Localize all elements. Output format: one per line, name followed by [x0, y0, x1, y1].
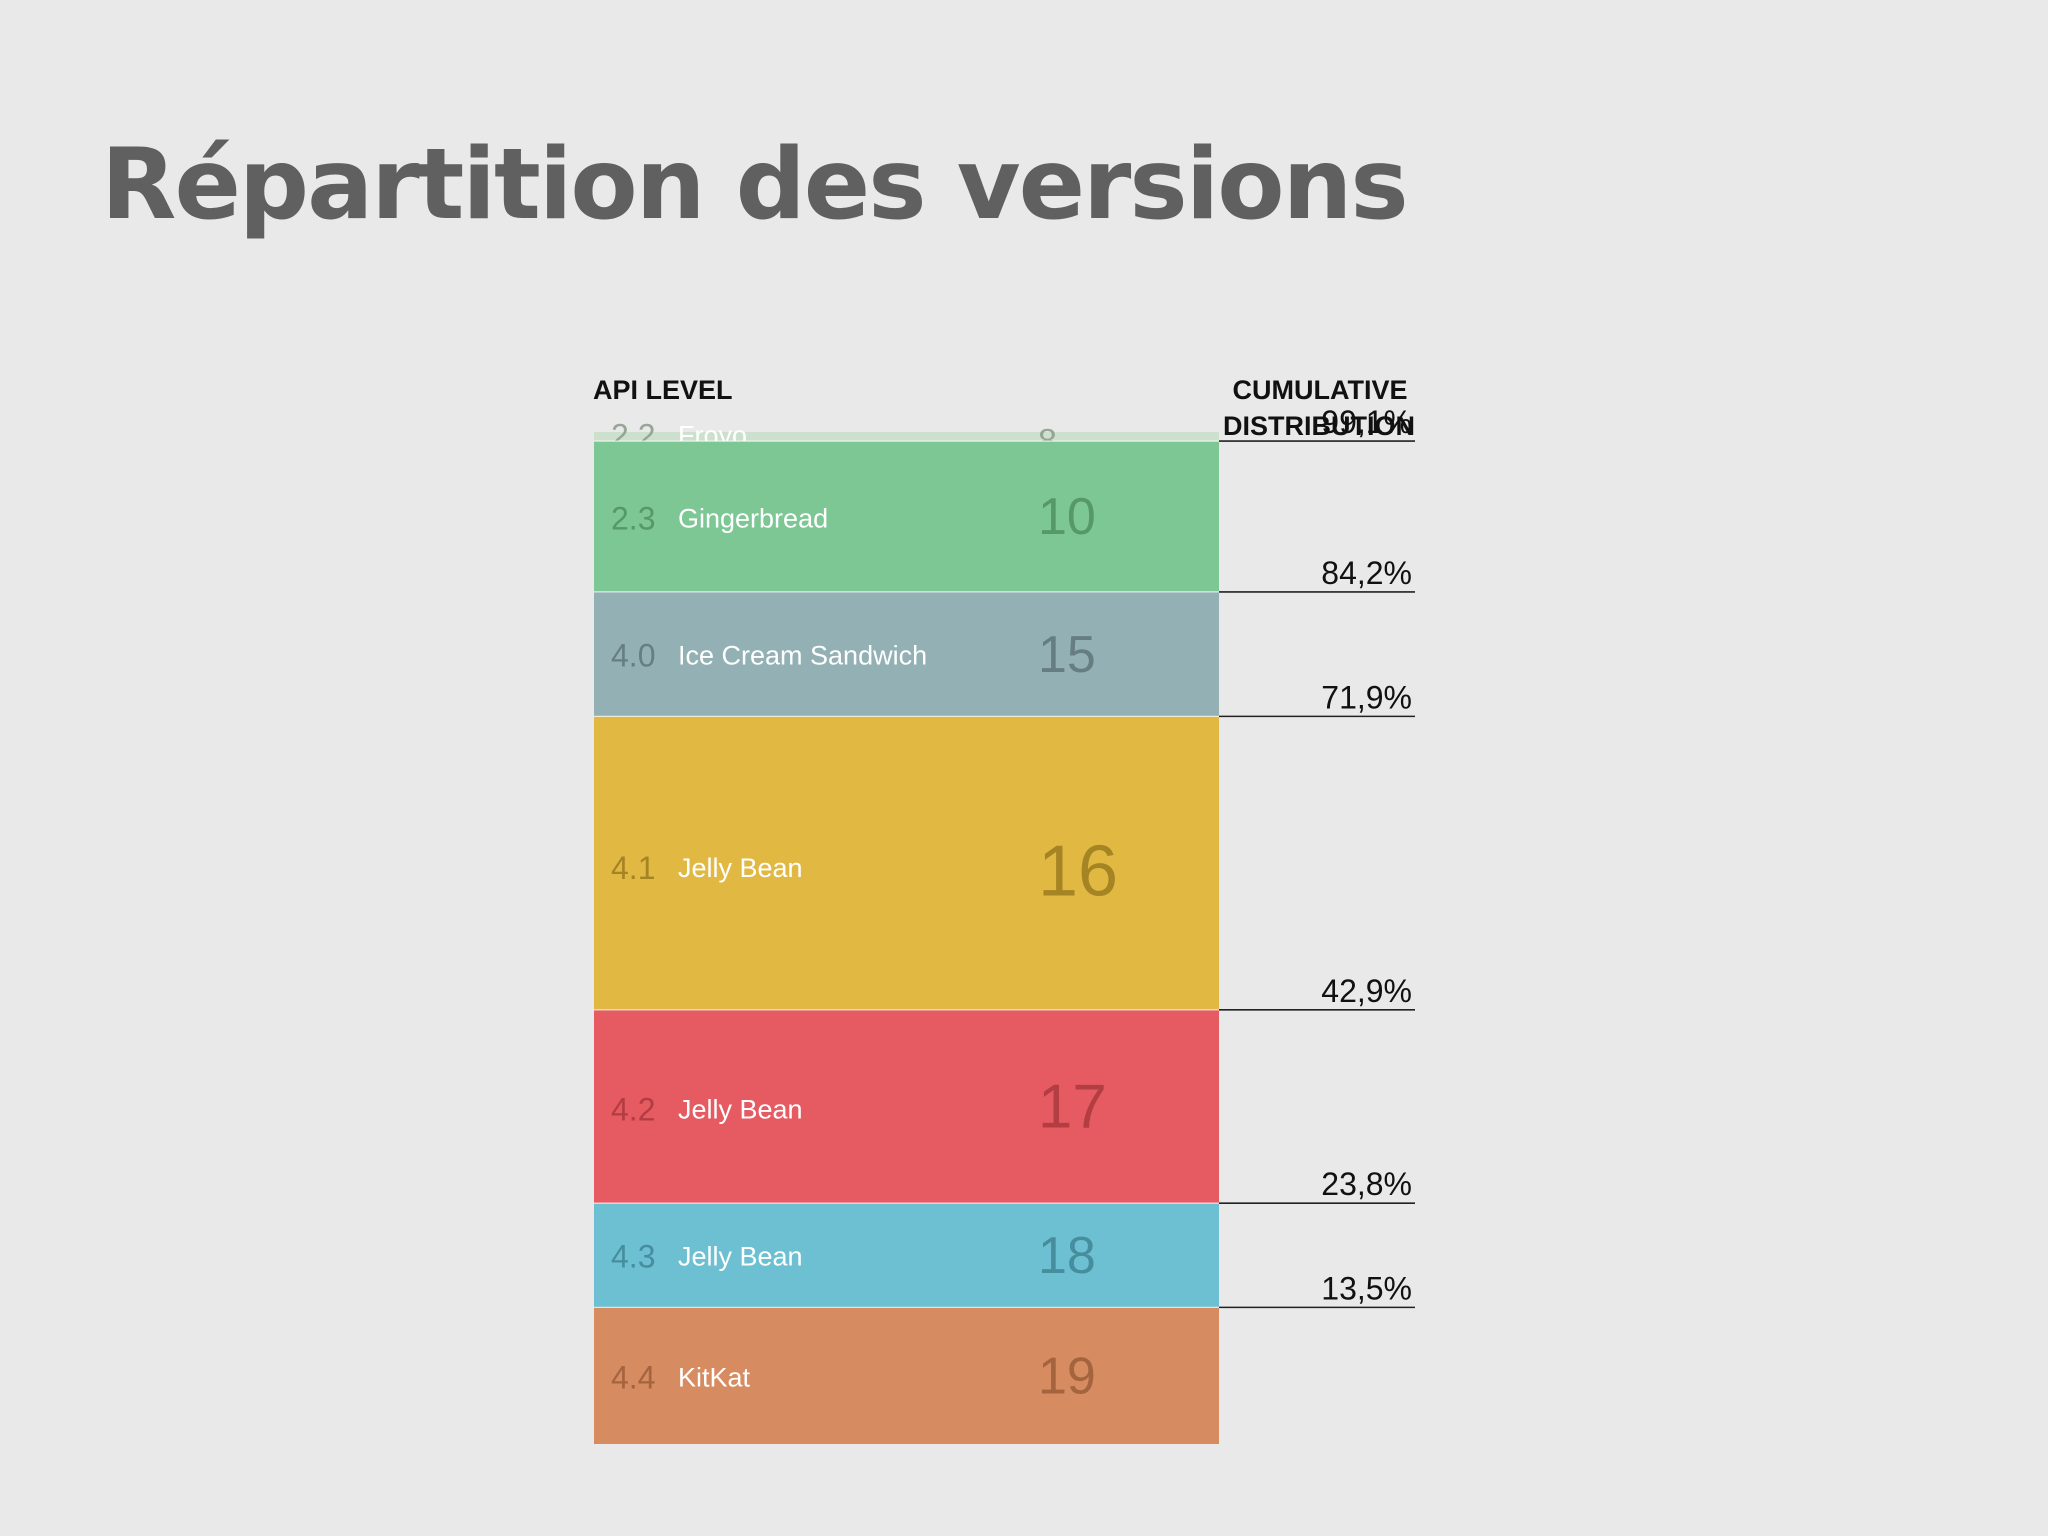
- segment-api-level: 15: [1038, 626, 1096, 684]
- segment-version: 4.4: [611, 1359, 655, 1395]
- cumulative-marker: 23,8%: [1219, 1166, 1415, 1204]
- segment-name: Jelly Bean: [678, 1241, 803, 1271]
- cumulative-value: 84,2%: [1321, 555, 1412, 591]
- segment-api-level: 17: [1038, 1073, 1107, 1142]
- segment-api-level: 18: [1038, 1227, 1096, 1285]
- cumulative-header-line-2: DISTRIBUTION: [1223, 411, 1415, 441]
- segment-name: Jelly Bean: [678, 1094, 803, 1124]
- cumulative-marker: 84,2%: [1219, 555, 1415, 593]
- cumulative-value: 71,9%: [1321, 679, 1412, 715]
- cumulative-value: 23,8%: [1321, 1166, 1412, 1202]
- segment-10: 2.3 Gingerbread 10: [594, 440, 1219, 592]
- segment-version: 4.0: [611, 638, 655, 674]
- api-level-header: API LEVEL: [593, 375, 733, 405]
- segment-api-level: 19: [1038, 1347, 1096, 1405]
- cumulative-value: 13,5%: [1321, 1270, 1412, 1306]
- segment-bar-15: [594, 591, 1219, 717]
- segment-16: 4.1 Jelly Bean 16: [594, 715, 1219, 1010]
- segment-version: 4.3: [611, 1238, 655, 1274]
- segment-version: 4.2: [611, 1091, 655, 1127]
- segment-api-level: 16: [1038, 832, 1118, 912]
- cumulative-value: 99,1%: [1321, 404, 1412, 440]
- segment-version: 4.1: [611, 850, 655, 886]
- segment-name: Jelly Bean: [678, 853, 803, 883]
- segment-version: 2.3: [611, 501, 655, 537]
- segment-bar-18: [594, 1203, 1219, 1308]
- segment-18: 4.3 Jelly Bean 18: [594, 1202, 1219, 1308]
- segment-bar-10: [594, 441, 1219, 592]
- cumulative-marker: 13,5%: [1219, 1270, 1415, 1309]
- segment-17: 4.2 Jelly Bean 17: [594, 1009, 1219, 1204]
- cumulative-header-line-1: CUMULATIVE: [1232, 375, 1407, 405]
- cumulative-marker: 71,9%: [1219, 679, 1415, 718]
- slide-title: Répartition des versions: [101, 128, 1409, 242]
- cumulative-distribution-header: CUMULATIVE DISTRIBUTION: [1223, 375, 1415, 441]
- segment-bar-19: [594, 1307, 1219, 1444]
- cumulative-marker: 99,1%: [1219, 404, 1415, 442]
- segment-bar-17: [594, 1009, 1219, 1204]
- segment-19: 4.4 KitKat 19: [594, 1306, 1219, 1444]
- segment-bar-8: [594, 432, 1219, 442]
- segment-name: Gingerbread: [678, 504, 828, 534]
- cumulative-value: 42,9%: [1321, 973, 1412, 1009]
- segment-name: Ice Cream Sandwich: [678, 641, 927, 671]
- cumulative-labels-group: 99,1% 84,2% 71,9% 42,9% 23,8% 13,5%: [1219, 404, 1415, 1309]
- segment-api-level: 10: [1038, 488, 1096, 546]
- segment-name: KitKat: [678, 1362, 751, 1392]
- cumulative-marker: 42,9%: [1219, 973, 1415, 1011]
- segment-bar-16: [594, 716, 1219, 1010]
- segment-15: 4.0 Ice Cream Sandwich 15: [594, 591, 1219, 717]
